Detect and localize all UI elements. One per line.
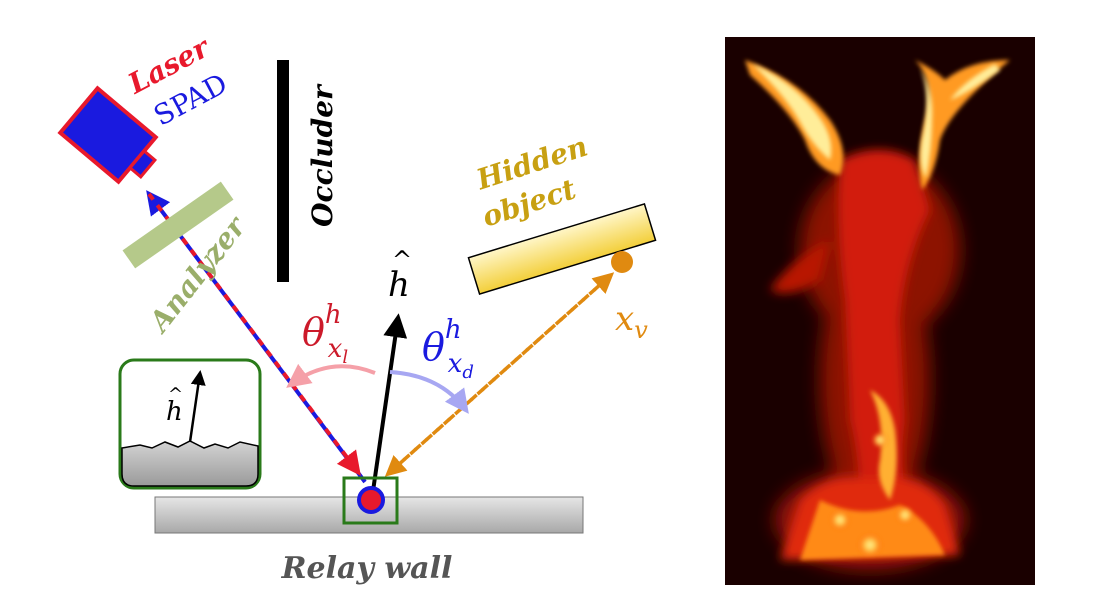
normal-hat: ^: [392, 246, 412, 274]
normal-vector: [370, 313, 408, 499]
hidden-path-to-object: [386, 272, 615, 476]
theta-xd-label: θh xd: [422, 315, 474, 383]
normal-symbol: h: [388, 265, 410, 305]
hidden-path-to-wall: [384, 273, 613, 477]
svg-text:^: ^: [168, 384, 183, 405]
angle-arc-left: [286, 363, 376, 388]
laser-beam-red: [147, 192, 361, 476]
hidden-point-x-v: [611, 251, 633, 273]
theta-xl-label: θh xl: [302, 300, 348, 368]
laser-spad-device: [57, 85, 159, 185]
svg-text:h: h: [166, 397, 183, 427]
wall-point-box: [342, 476, 399, 525]
relay-wall-label: Relay wall: [281, 551, 453, 586]
analyzer-filter: [122, 181, 234, 269]
occluder-bar: [277, 60, 289, 282]
angle-arc-right: [389, 370, 469, 414]
wall-point: [357, 486, 385, 514]
occluder-label: Occluder: [306, 83, 339, 227]
hidden-object: [467, 202, 657, 296]
surface-inset: h ^: [118, 358, 262, 490]
reconstruction-image: [725, 37, 1035, 585]
x-v-label: xv: [615, 299, 648, 344]
